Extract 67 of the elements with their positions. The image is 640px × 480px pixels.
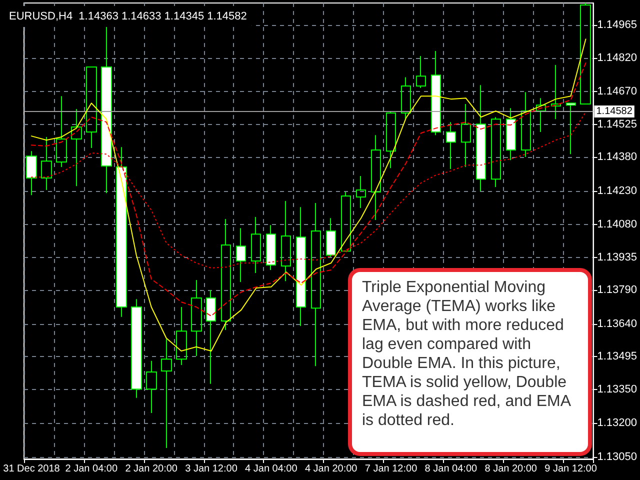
- candlestick: [251, 216, 261, 274]
- candlestick: [371, 134, 381, 220]
- ref-line-label: 1.14582: [596, 106, 633, 117]
- candlestick: [521, 92, 531, 158]
- candlestick: [476, 84, 486, 192]
- x-tick-label: 7 Jan 12:00: [364, 464, 418, 474]
- candlestick: [431, 50, 441, 136]
- candlestick: [56, 96, 67, 168]
- candlestick: [266, 224, 276, 271]
- candlestick: [101, 26, 112, 194]
- y-tick-label: 1.13790: [597, 284, 638, 296]
- candlestick: [580, 2, 591, 105]
- candlestick: [416, 55, 426, 89]
- x-tick-label: 3 Jan 12:00: [185, 464, 238, 474]
- x-tick-label: 8 Jan 20:00: [484, 464, 538, 474]
- line-series: [30, 62, 586, 317]
- x-tick-label: 9 Jan 12:00: [544, 464, 598, 474]
- y-tick-label: 1.13935: [597, 251, 638, 264]
- candlestick: [491, 116, 501, 188]
- candlestick: [401, 76, 411, 120]
- candlestick: [131, 298, 142, 398]
- y-tick-label: 1.13640: [597, 318, 638, 330]
- x-tick-label: 8 Jan 04:00: [424, 464, 478, 474]
- candlestick: [506, 108, 516, 161]
- candlestick: [41, 136, 52, 190]
- candlestick: [26, 150, 37, 196]
- x-tick-label: 4 Jan 20:00: [304, 464, 358, 474]
- annotation: Triple Exponential Moving Average (TEMA) works like EMA, but with more reduced lag even compared with Double EMA. In this picture, TEMA is solid yellow, Double EMA is dashed red, and EMA is dotted red.: [362, 279, 575, 429]
- y-tick-label: 1.13050: [597, 450, 638, 463]
- candlestick: [206, 290, 216, 384]
- x-tick-label: 31 Dec 2018: [3, 464, 60, 474]
- candlestick: [86, 66, 97, 149]
- candlestick: [311, 202, 321, 367]
- y-tick-label: 1.13200: [597, 417, 638, 430]
- text: EURUSD,H4 1.14363 1.14633 1.14345 1.14582: [9, 10, 247, 22]
- candlestick: [161, 338, 172, 448]
- candlestick: [116, 146, 127, 318]
- y-tick-label: 1.14670: [597, 86, 638, 98]
- candlestick: [446, 122, 456, 170]
- candlestick: [356, 175, 366, 208]
- y-tick-label: 1.14080: [597, 218, 638, 231]
- candlestick: [566, 102, 576, 155]
- line-series: [30, 38, 586, 352]
- x-tick-label: 2 Jan 04:00: [65, 464, 118, 474]
- candlestick: [176, 306, 187, 366]
- candlestick: [296, 206, 306, 326]
- candlestick: [461, 104, 471, 168]
- y-tick-label: 1.14525: [597, 118, 638, 130]
- y-tick-label: 1.13495: [597, 350, 638, 363]
- candlestick: [236, 228, 246, 282]
- x-tick-label: 2 Jan 20:00: [125, 464, 178, 474]
- candlestick: [221, 218, 231, 331]
- candlestick: [146, 360, 157, 414]
- candlestick: [71, 108, 82, 187]
- x-tick-label: 4 Jan 04:00: [245, 464, 298, 474]
- candlestick: [341, 191, 351, 252]
- candlestick: [551, 64, 561, 120]
- candlestick: [386, 110, 396, 169]
- candlestick: [191, 279, 202, 356]
- y-tick-label: 1.13350: [597, 383, 638, 396]
- y-tick-label: 1.14380: [597, 151, 638, 164]
- candlestick: [281, 200, 291, 282]
- candlestick: [326, 218, 336, 258]
- y-tick-label: 1.14820: [597, 52, 638, 64]
- candlestick: [536, 98, 546, 132]
- y-tick-label: 1.14965: [597, 19, 638, 32]
- y-tick-label: 1.14230: [597, 184, 638, 197]
